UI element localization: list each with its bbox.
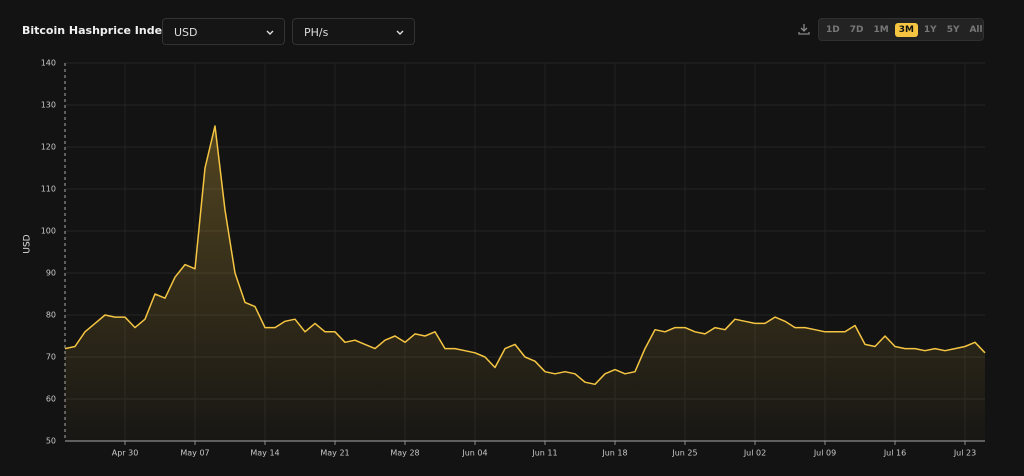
range-button[interactable]: 5Y bbox=[946, 24, 960, 35]
range-button[interactable]: 1Y bbox=[923, 24, 937, 35]
x-tick-label: May 07 bbox=[180, 449, 209, 458]
chevron bbox=[266, 30, 274, 35]
x-tick-label: Jun 11 bbox=[531, 449, 557, 458]
y-axis-label: USD bbox=[23, 234, 33, 253]
x-tick-label: Jun 25 bbox=[671, 449, 697, 458]
currency-value: USD bbox=[174, 26, 198, 39]
y-tick-label: 80 bbox=[46, 311, 56, 320]
y-tick-label: 70 bbox=[46, 353, 56, 362]
chart-title: Bitcoin Hashprice Index bbox=[22, 24, 170, 37]
range-button[interactable]: 1D bbox=[826, 24, 840, 35]
area bbox=[65, 126, 985, 441]
range-button[interactable]: 1M bbox=[873, 24, 889, 35]
x-tick-label: Jul 09 bbox=[813, 449, 836, 458]
y-tick-label: 50 bbox=[46, 437, 56, 446]
y-tick-label: 130 bbox=[41, 101, 56, 110]
currency-select[interactable]: USD bbox=[162, 18, 285, 45]
chevron bbox=[396, 30, 404, 35]
x-tick-label: May 28 bbox=[390, 449, 419, 458]
unit-value: PH/s bbox=[304, 26, 329, 39]
x-tick-label: Jul 23 bbox=[953, 449, 976, 458]
x-tick-label: Jul 02 bbox=[743, 449, 766, 458]
range-selector: 1D 7D 1M 3M 1Y 5Y All bbox=[818, 18, 984, 41]
range-button[interactable]: 7D bbox=[849, 24, 864, 35]
unit-select[interactable]: PH/s bbox=[292, 18, 415, 45]
x-tick-label: Jul 16 bbox=[883, 449, 906, 458]
y-tick-label: 140 bbox=[41, 59, 56, 68]
y-tick-label: 60 bbox=[46, 395, 56, 404]
line bbox=[64, 125, 986, 386]
x-tick-label: Jun 04 bbox=[461, 449, 487, 458]
y-tick-label: 110 bbox=[41, 185, 56, 194]
x-tick-label: Jun 18 bbox=[601, 449, 627, 458]
x-tick-label: May 21 bbox=[320, 449, 349, 458]
range-button[interactable]: 3M bbox=[894, 22, 918, 37]
y-tick-label: 90 bbox=[46, 269, 56, 278]
range-button[interactable]: All bbox=[969, 24, 983, 35]
x-tick-label: May 14 bbox=[250, 449, 279, 458]
download-button[interactable] bbox=[798, 23, 810, 35]
y-tick-label: 120 bbox=[41, 143, 56, 152]
y-tick-label: 100 bbox=[41, 227, 56, 236]
x-tick-label: Apr 30 bbox=[112, 449, 139, 458]
